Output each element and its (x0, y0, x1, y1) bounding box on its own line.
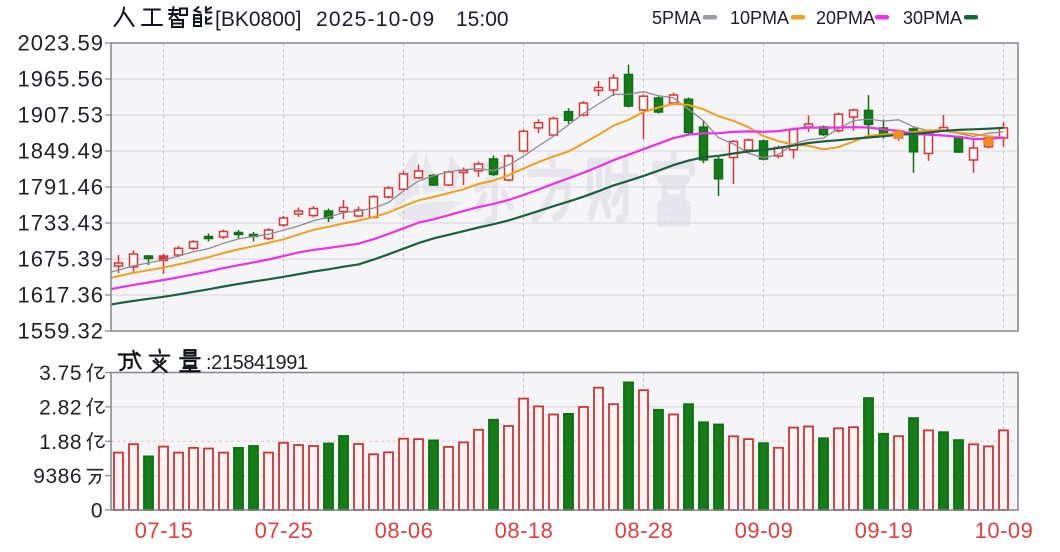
svg-text:1617.36: 1617.36 (17, 283, 104, 308)
svg-text:1791.46: 1791.46 (17, 175, 104, 200)
svg-text:5PMA: 5PMA (652, 8, 701, 28)
svg-text:[BK0800]: [BK0800] (215, 8, 301, 31)
svg-text:1907.53: 1907.53 (17, 103, 104, 128)
svg-text:08-18: 08-18 (495, 518, 554, 543)
svg-text:2025-10-09: 2025-10-09 (316, 8, 435, 31)
svg-text:20PMA: 20PMA (816, 8, 875, 28)
svg-text:10-09: 10-09 (975, 518, 1034, 543)
svg-text:09-09: 09-09 (735, 518, 794, 543)
svg-text:2.82: 2.82 (39, 396, 82, 419)
svg-text:0: 0 (91, 500, 103, 523)
svg-text:08-06: 08-06 (375, 518, 434, 543)
svg-text:1.88: 1.88 (39, 431, 82, 454)
svg-text:3.75: 3.75 (39, 362, 82, 385)
svg-text:07-15: 07-15 (135, 518, 194, 543)
svg-text:30PMA: 30PMA (903, 8, 962, 28)
svg-text:15:00: 15:00 (456, 8, 509, 31)
svg-text:08-28: 08-28 (615, 518, 674, 543)
svg-text:07-25: 07-25 (255, 518, 314, 543)
svg-text:09-19: 09-19 (855, 518, 914, 543)
svg-text::215841991: :215841991 (206, 352, 308, 374)
svg-text:2023.59: 2023.59 (17, 31, 104, 56)
svg-text:1559.32: 1559.32 (17, 319, 104, 344)
svg-text:1675.39: 1675.39 (17, 247, 104, 272)
svg-text:1965.56: 1965.56 (17, 67, 104, 92)
svg-text:1849.49: 1849.49 (17, 139, 104, 164)
svg-text:10PMA: 10PMA (730, 8, 789, 28)
svg-text:1733.43: 1733.43 (17, 211, 104, 236)
svg-text:9386: 9386 (33, 465, 82, 488)
